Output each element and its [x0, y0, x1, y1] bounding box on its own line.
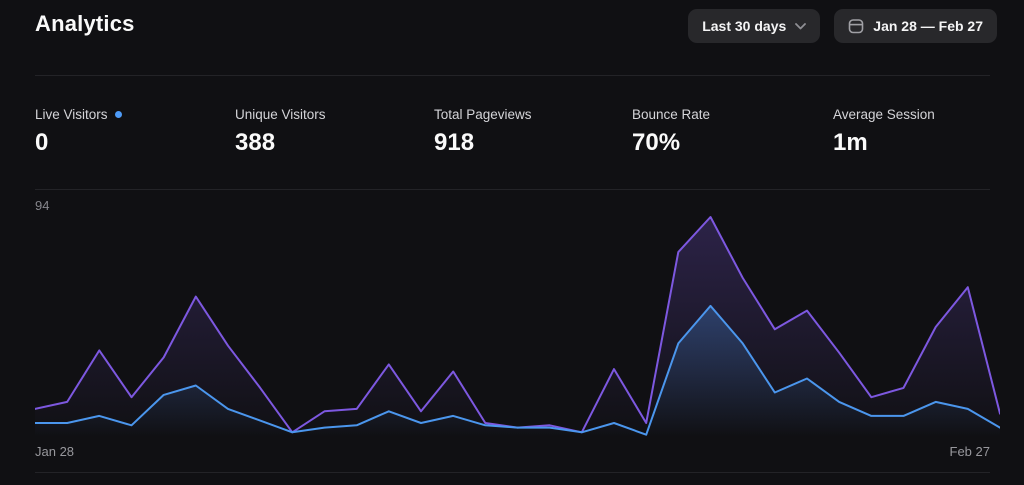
stat-value: 1m — [833, 129, 868, 156]
stat-label: Total Pageviews — [434, 107, 532, 122]
stat-total-pageviews: Total Pageviews 918 — [434, 107, 532, 157]
date-range-button[interactable]: Jan 28 — Feb 27 — [834, 9, 997, 43]
date-range-label: Jan 28 — Feb 27 — [873, 18, 983, 34]
stat-value: 388 — [235, 129, 276, 156]
x-axis-start-label: Jan 28 — [35, 444, 75, 459]
stat-label: Live Visitors — [35, 107, 108, 122]
calendar-icon — [848, 18, 864, 34]
divider — [35, 472, 990, 473]
stat-label: Average Session — [833, 107, 935, 122]
stat-live-visitors: Live Visitors 0 — [35, 107, 122, 157]
chevron-down-icon — [795, 22, 807, 30]
time-range-dropdown[interactable]: Last 30 days — [688, 9, 821, 43]
stat-unique-visitors: Unique Visitors 388 — [235, 107, 326, 157]
x-axis-labels: Jan 28 Feb 27 — [35, 444, 990, 459]
time-range-label: Last 30 days — [702, 18, 787, 34]
header-controls: Last 30 days Jan 28 — Feb 27 — [688, 9, 997, 43]
stat-bounce-rate: Bounce Rate 70% — [632, 107, 710, 157]
y-axis-max-label: 94 — [35, 198, 50, 213]
visitors-line — [35, 304, 1000, 436]
visitors-area — [35, 305, 1000, 437]
divider — [35, 189, 990, 190]
page-title: Analytics — [35, 11, 135, 36]
divider — [35, 75, 990, 76]
live-indicator-dot — [114, 111, 122, 118]
stat-value: 918 — [434, 129, 475, 156]
stat-label: Bounce Rate — [632, 107, 711, 122]
visitors-area-chart[interactable] — [35, 196, 1000, 440]
stat-average-session: Average Session 1m — [833, 107, 935, 157]
stat-value: 70% — [632, 129, 681, 156]
x-axis-end-label: Feb 27 — [949, 444, 990, 459]
stat-label: Unique Visitors — [235, 107, 326, 122]
stat-value: 0 — [35, 129, 49, 156]
